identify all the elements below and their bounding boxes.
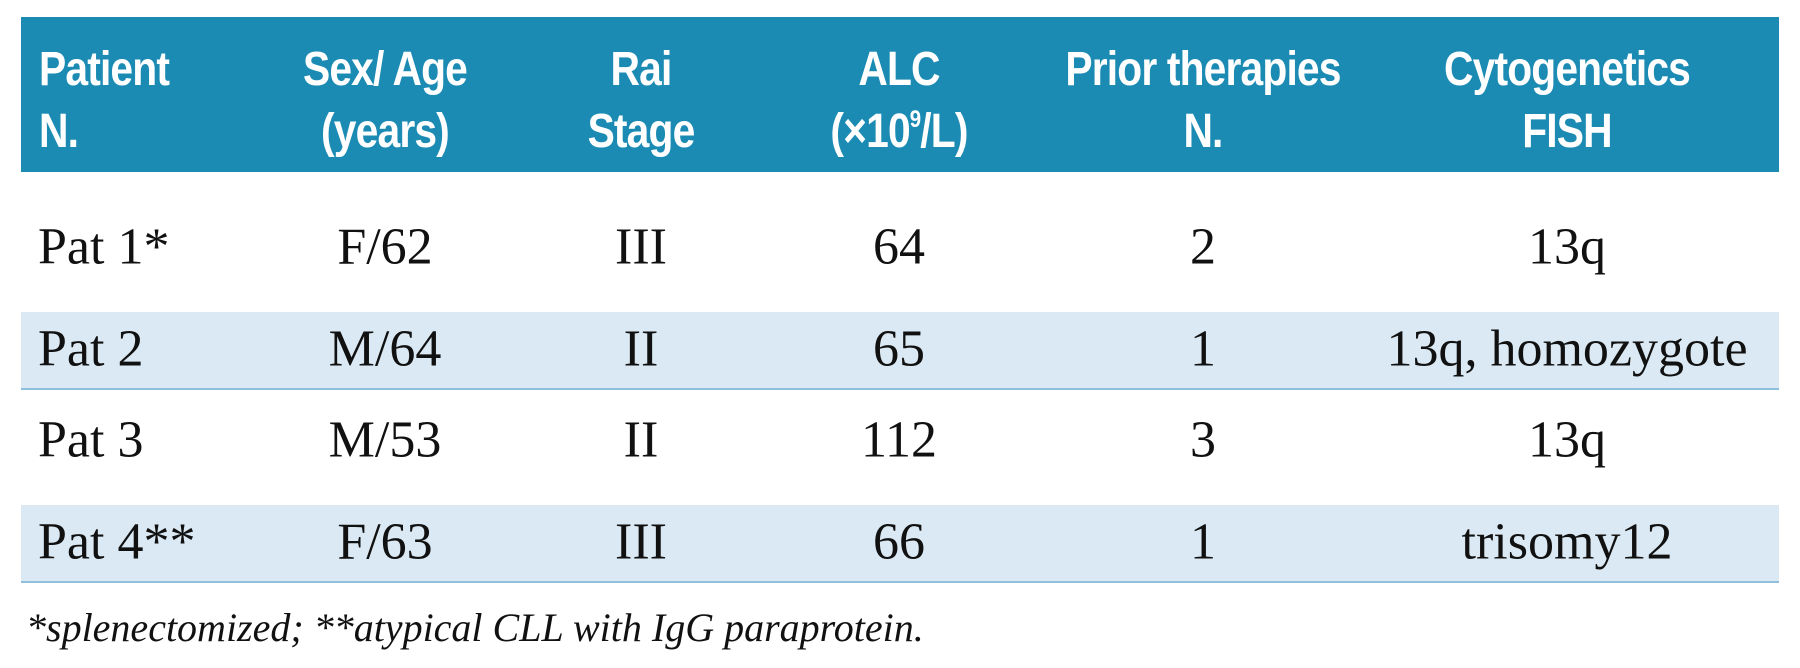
- table-cell: 13q: [1528, 218, 1606, 276]
- table-cell: II: [623, 411, 659, 469]
- table-cell: M/53: [328, 411, 442, 469]
- table-cell: 65: [873, 320, 925, 378]
- header-cell: ALC (×109/L): [830, 39, 968, 163]
- footnote: *splenectomized; **atypical CLL with IgG…: [26, 605, 924, 650]
- table-cell: 66: [873, 513, 925, 571]
- table-cell: M/64: [328, 320, 442, 378]
- table-cell: 13q, homozygote: [1386, 320, 1748, 378]
- table-header: Patient N. Sex/ Age (years) Rai Stage ALC (×…: [21, 17, 1779, 172]
- table-cell: 2: [1190, 218, 1216, 276]
- table-cell: F/63: [337, 513, 433, 571]
- header-cell: Prior therapies N.: [1065, 39, 1341, 163]
- header-text: ALC: [858, 43, 940, 96]
- row-band: [21, 505, 1779, 583]
- header-text: Sex/ Age: [302, 43, 468, 96]
- table-cell: 1: [1190, 320, 1216, 378]
- header-text: (years): [321, 105, 450, 158]
- table-cell: 1: [1190, 513, 1216, 571]
- header-text: /L): [920, 105, 968, 158]
- header-text: Cytogenetics: [1444, 43, 1691, 96]
- header-cell: Cytogenetics FISH: [1444, 39, 1691, 163]
- table-cell: Pat 1*: [38, 218, 170, 276]
- table-cell: F/62: [337, 218, 433, 276]
- header-cell: Sex/ Age (years): [302, 39, 468, 163]
- table-cell: 112: [860, 411, 938, 469]
- header-text: Rai: [610, 43, 673, 96]
- table-cell: Pat 2: [38, 320, 144, 378]
- header-text: N.: [1183, 105, 1223, 158]
- table-cell: Pat 4**: [38, 513, 196, 571]
- header-text: Prior therapies: [1065, 43, 1341, 96]
- table-cell: trisomy12: [1461, 513, 1673, 571]
- table-cell: III: [615, 513, 667, 571]
- header-cell: Rai Stage: [587, 39, 696, 163]
- table-cell: 64: [873, 218, 925, 276]
- header-cell: Patient N.: [39, 39, 170, 163]
- header-text: Patient: [39, 43, 170, 96]
- row-band: [21, 312, 1779, 390]
- header-text: (×10: [830, 105, 910, 158]
- table-cell: Pat 3: [38, 411, 144, 469]
- header-text: FISH: [1522, 105, 1612, 158]
- table-cell: 3: [1190, 411, 1216, 469]
- table-cell: 13q: [1528, 411, 1606, 469]
- header-sup: 9: [909, 106, 921, 133]
- header-text: Stage: [587, 105, 696, 158]
- header-text: N.: [39, 105, 79, 158]
- table-cell: III: [615, 218, 667, 276]
- header-unit: (×109/L): [830, 101, 968, 163]
- table-cell: II: [623, 320, 659, 378]
